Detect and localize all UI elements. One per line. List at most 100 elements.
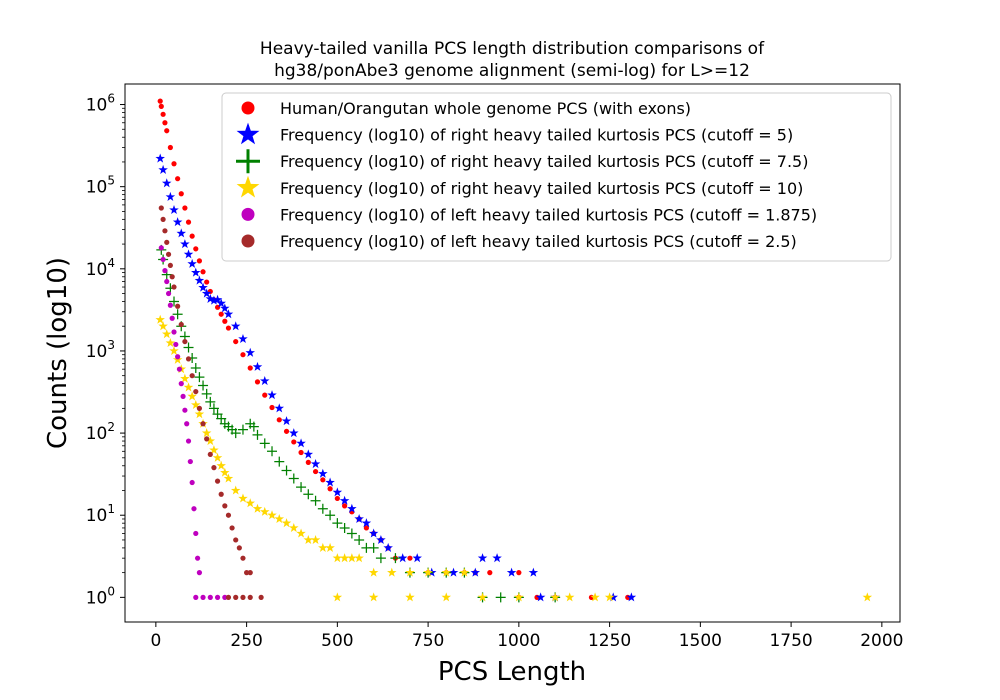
legend-label: Frequency (log10) of left heavy tailed k… [280,205,817,224]
data-point [205,396,216,407]
data-point [387,567,397,577]
data-point [318,468,328,478]
data-point [193,530,199,537]
data-point [375,553,386,564]
data-point [296,528,306,538]
data-point [238,493,248,503]
data-point [155,314,165,324]
plot-area [155,98,873,603]
data-point [274,403,285,413]
data-point [225,325,232,331]
chart-title-line-1: Heavy-tailed vanilla PCS length distribu… [260,39,765,59]
legend-label: Frequency (log10) of left heavy tailed k… [280,232,797,251]
data-point [405,567,415,577]
data-point [185,438,192,444]
data-point [252,503,263,513]
data-point [167,144,173,151]
data-point [368,567,379,577]
data-point [189,479,195,486]
data-point [180,239,190,249]
data-point [165,191,176,201]
data-point [325,477,335,487]
data-point [173,341,179,348]
plot-frame [124,83,901,623]
data-point [862,592,873,602]
data-point [310,534,321,544]
data-point [155,153,165,163]
data-point [236,545,242,551]
x-tick-label: 2000 [860,631,903,651]
data-point [604,592,615,602]
data-point [160,216,166,222]
data-point [201,428,212,438]
data-point [303,534,314,544]
data-point [312,468,319,475]
data-point [245,498,255,508]
data-point [165,251,172,257]
data-point [289,428,299,438]
data-point [214,594,221,600]
data-point [267,390,277,400]
y-tick-label: 102 [86,420,115,444]
y-tick-label: 100 [86,584,115,608]
data-point [194,409,205,419]
data-point [169,274,175,280]
data-point [169,315,175,321]
y-tick-label: 106 [86,92,115,116]
data-point [169,345,179,355]
data-point [240,555,246,561]
data-point [339,522,350,533]
data-point [354,513,364,524]
data-point [220,303,230,313]
data-point [194,372,205,383]
data-point [368,542,379,553]
data-point [244,570,250,576]
legend-marker [241,234,255,248]
data-point [183,382,194,392]
data-point [492,553,502,563]
legend-marker [236,175,260,198]
data-point [238,333,248,343]
data-point [230,321,241,331]
data-point [477,592,488,602]
data-point [252,429,263,440]
data-point [216,460,226,470]
data-point [247,594,253,600]
data-point [172,309,183,320]
y-tick-label: 103 [86,338,115,362]
data-point [182,338,188,345]
x-tick-label: 0 [150,631,161,651]
data-point [289,522,299,532]
data-point [269,404,275,411]
data-point [248,421,259,432]
data-point [196,258,203,264]
data-point [191,267,201,277]
data-point [190,362,201,373]
data-point [183,342,194,353]
data-point [161,329,172,339]
data-point [229,525,235,531]
data-point [196,570,203,576]
data-point [281,416,292,426]
data-point [240,594,246,600]
data-point [171,284,177,290]
legend-marker [236,149,260,174]
data-point [207,594,213,600]
data-point [267,510,277,520]
legend-label: Frequency (log10) of right heavy tailed … [280,126,793,145]
data-point [218,491,224,497]
data-point [175,303,181,309]
data-point [495,592,506,603]
data-point [354,534,365,545]
data-point [334,495,340,502]
data-point [296,482,307,493]
data-point [175,176,181,182]
data-point [405,592,415,602]
data-point [208,403,219,414]
data-point [376,534,386,544]
x-tick-label: 1000 [497,631,540,651]
data-point [194,555,201,561]
data-point [218,311,224,317]
data-point [233,537,239,543]
data-point [180,373,190,383]
